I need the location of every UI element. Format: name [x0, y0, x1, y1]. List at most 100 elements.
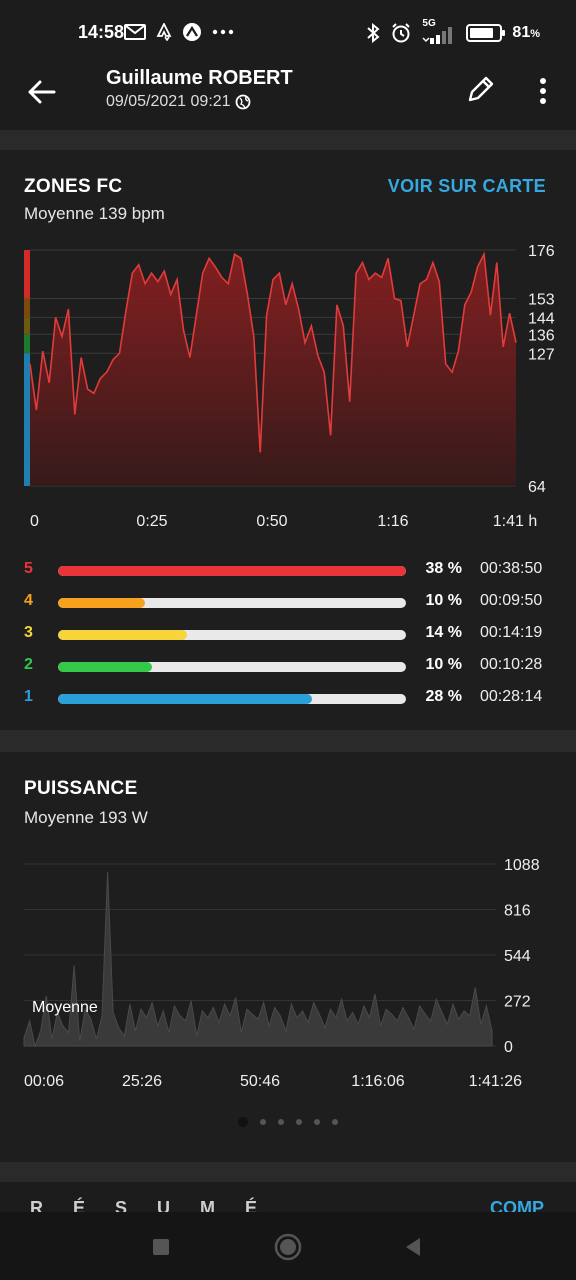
- status-time: 14:58: [78, 22, 125, 42]
- power-y-tick-label: 544: [504, 948, 531, 965]
- power-y-tick-label: 0: [504, 1039, 513, 1056]
- zone-percent: 38 %: [425, 560, 462, 577]
- zone-row: 5 38 % 00:38:50: [0, 558, 576, 582]
- bluetooth-icon: [367, 23, 380, 43]
- back-arrow-icon[interactable]: [22, 72, 62, 112]
- zone-progress-track: [58, 694, 406, 704]
- pager-dot[interactable]: [296, 1119, 302, 1125]
- power-y-tick-label: 1088: [504, 857, 540, 874]
- power-chart: Moyenne 1088 816 544 272 0 00:06 25:26 50:46 1:…: [23, 857, 540, 1090]
- zone-percent: 10 %: [425, 592, 462, 609]
- hr-y-tick-label: 176: [528, 243, 555, 260]
- zone-duration: 00:28:14: [480, 688, 543, 705]
- hr-zone-band: [24, 334, 30, 354]
- power-area: [23, 871, 493, 1048]
- more-options-icon[interactable]: [530, 74, 556, 108]
- zone-row: 4 10 % 00:09:50: [0, 590, 576, 614]
- activity-user-name: Guillaume ROBERT: [106, 67, 293, 89]
- hr-x-tick-label: 0:50: [256, 513, 287, 530]
- zone-progress-track: [58, 630, 406, 640]
- zone-percent: 14 %: [425, 624, 462, 641]
- hr-line: [29, 251, 517, 453]
- zone-number: 1: [24, 688, 33, 705]
- hr-zone-band: [24, 298, 30, 318]
- zone-progress-track: [58, 566, 406, 576]
- back-triangle-icon[interactable]: [398, 1232, 428, 1262]
- hr-y-tick-label: 127: [528, 346, 555, 363]
- zone-row: 1 28 % 00:28:14: [0, 686, 576, 710]
- zone-percent: 28 %: [425, 688, 462, 705]
- network-type: 5G: [422, 18, 456, 44]
- zone-duration: 00:10:28: [480, 656, 543, 673]
- power-y-tick-label: 816: [504, 903, 531, 920]
- activity-datetime: 09/05/2021 09:21: [106, 93, 251, 111]
- zone-row: 2 10 % 00:10:28: [0, 654, 576, 678]
- hr-area: [30, 254, 516, 486]
- hr-x-tick-label: 0:25: [136, 513, 167, 530]
- zone-number: 2: [24, 656, 33, 673]
- hr-zone-band: [24, 317, 30, 335]
- pager-dot[interactable]: [314, 1119, 320, 1125]
- compare-link[interactable]: COMP: [490, 1198, 544, 1212]
- battery-level: [470, 28, 494, 38]
- hr-y-tick-label: 64: [528, 479, 546, 496]
- status-bar: 14:58 5G 81%: [0, 0, 576, 64]
- zone-progress-fill: [58, 566, 406, 576]
- zone-number: 3: [24, 624, 33, 641]
- hr-y-tick-label: 153: [528, 291, 555, 308]
- pager-dot[interactable]: [260, 1119, 266, 1125]
- globe-icon: [235, 94, 250, 110]
- hr-x-tick-label: 1:41 h: [493, 513, 537, 530]
- zone-progress-fill: [58, 694, 313, 704]
- section-separator: [0, 130, 576, 150]
- zone-duration: 00:14:19: [480, 624, 543, 641]
- zone-duration: 00:38:50: [480, 560, 543, 577]
- mail-icon: [124, 24, 146, 40]
- next-section-title: RÉSUMÉ: [30, 1198, 288, 1212]
- hr-average: Moyenne 139 bpm: [24, 204, 165, 223]
- app-circle-icon: [183, 23, 201, 41]
- power-x-tick-label: 50:46: [240, 1073, 280, 1090]
- pager-dots: [0, 1114, 576, 1130]
- zone-number: 4: [24, 592, 33, 609]
- hr-zone-band: [24, 250, 30, 299]
- system-nav-bar: [0, 1212, 576, 1280]
- power-card: PUISSANCE Moyenne 193 W Moyenne 1088 816 5…: [0, 752, 576, 1162]
- hr-y-tick-label: 144: [528, 310, 555, 327]
- hr-zone-band: [24, 353, 30, 486]
- app-bar: Guillaume ROBERT 09/05/2021 09:21: [0, 64, 576, 130]
- section-separator: [0, 730, 576, 752]
- power-x-tick-label: 1:16:06: [351, 1073, 404, 1090]
- battery-percent: 81%: [512, 24, 540, 41]
- hr-x-tick-label: 1:16: [377, 513, 408, 530]
- home-icon[interactable]: [273, 1232, 303, 1262]
- next-section-peek: RÉSUMÉ COMP: [0, 1182, 576, 1212]
- alarm-icon: [392, 23, 411, 43]
- power-y-tick-label: 272: [504, 994, 531, 1011]
- zone-progress-track: [58, 662, 406, 672]
- power-x-tick-label: 25:26: [122, 1073, 162, 1090]
- system-status: 5G 81%: [366, 18, 540, 44]
- view-on-map-link[interactable]: VOIR SUR CARTE: [387, 176, 546, 196]
- zone-progress-fill: [58, 598, 145, 608]
- battery-icon: [466, 24, 506, 42]
- notification-icons: [124, 22, 234, 42]
- hr-y-tick-label: 136: [528, 327, 555, 344]
- power-title: PUISSANCE: [24, 778, 138, 799]
- power-x-tick-label: 1:41:26: [469, 1073, 522, 1090]
- power-x-tick-label: 00:06: [24, 1073, 64, 1090]
- strava-icon: [156, 23, 172, 41]
- zone-percent: 10 %: [425, 656, 462, 673]
- pager-dot[interactable]: [278, 1119, 284, 1125]
- zone-progress-fill: [58, 630, 187, 640]
- signal-icon: [422, 27, 453, 44]
- edit-pencil-icon[interactable]: [464, 72, 498, 106]
- recent-apps-icon[interactable]: [146, 1232, 176, 1262]
- pager-dot[interactable]: [332, 1119, 338, 1125]
- hr-x-tick-label: 0: [30, 513, 39, 530]
- zone-progress-track: [58, 598, 406, 608]
- section-separator: [0, 1162, 576, 1182]
- pager-dot-active[interactable]: [238, 1117, 248, 1127]
- power-average: Moyenne 193 W: [24, 808, 148, 827]
